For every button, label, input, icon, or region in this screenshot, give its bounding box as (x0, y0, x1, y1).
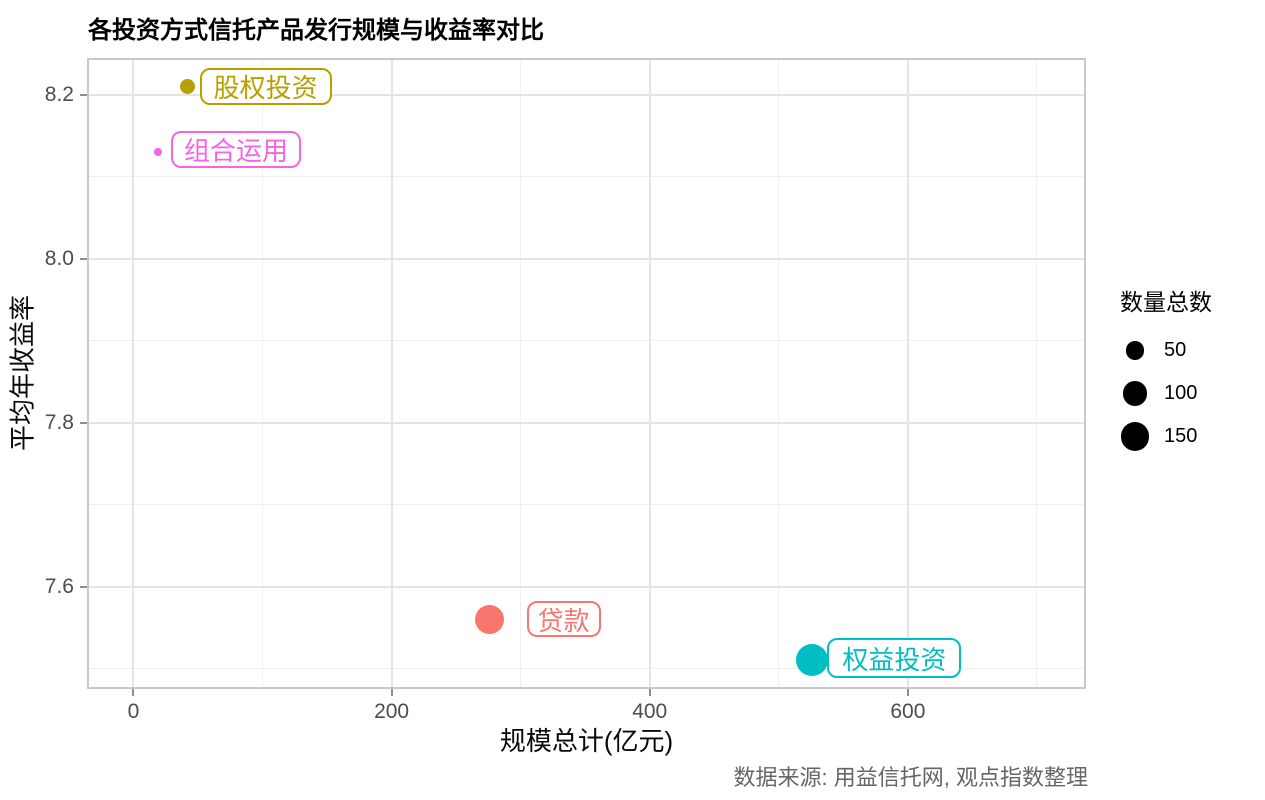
data-point-label-box: 贷款 (526, 601, 601, 638)
y-gridline-major (87, 421, 1086, 424)
x-gridline-major (390, 58, 393, 689)
y-tick-mark (80, 257, 87, 260)
legend-row: 150 (1118, 415, 1212, 458)
y-gridline-major (87, 93, 1086, 96)
data-point-dot (475, 604, 505, 634)
legend-key (1118, 341, 1152, 360)
data-point-label-box: 权益投资 (827, 638, 962, 679)
legend-value-label: 150 (1164, 425, 1198, 447)
y-tick-label: 8.2 (44, 82, 74, 106)
x-axis-title: 规模总计(亿元) (499, 726, 674, 756)
data-point-label-box: 股权投资 (199, 67, 332, 105)
legend-size-circle (1120, 422, 1150, 451)
y-tick-label: 7.6 (44, 574, 74, 598)
x-tick-label: 400 (632, 700, 668, 723)
x-tick-mark (132, 689, 135, 696)
x-tick-mark (906, 689, 909, 696)
y-tick-mark (80, 93, 87, 96)
y-tick-mark (80, 421, 87, 424)
x-gridline-minor (520, 58, 522, 689)
plot-panel: 股权投资组合运用贷款权益投资 (87, 58, 1086, 689)
y-gridline-minor (87, 504, 1086, 506)
x-gridline-minor (778, 58, 780, 689)
data-point-dot (180, 79, 196, 95)
y-gridline-minor (87, 176, 1086, 178)
x-tick-mark (648, 689, 651, 696)
x-gridline-minor (262, 58, 264, 689)
x-gridline-major (648, 58, 651, 689)
y-gridline-major (87, 585, 1086, 588)
legend-size-circle (1122, 381, 1148, 406)
x-tick-mark (390, 689, 393, 696)
x-tick-label: 0 (127, 700, 140, 723)
legend-value-label: 100 (1164, 382, 1198, 404)
data-point-dot (153, 148, 162, 157)
legend-key (1118, 422, 1152, 451)
legend-title: 数量总数 (1120, 289, 1212, 315)
y-tick-label: 8.0 (44, 246, 74, 270)
y-gridline-minor (87, 340, 1086, 342)
legend-size-circle (1125, 341, 1145, 360)
legend-key (1118, 381, 1152, 406)
legend-value-label: 50 (1164, 339, 1187, 361)
data-point-label-box: 组合运用 (170, 131, 301, 169)
y-gridline-minor (87, 668, 1086, 669)
chart-title: 各投资方式信托产品发行规模与收益率对比 (88, 17, 544, 44)
y-tick-label: 7.8 (44, 410, 74, 434)
source-caption: 数据来源: 用益信托网, 观点指数整理 (733, 765, 1088, 790)
legend-items: 50 100 150 (1118, 329, 1212, 458)
x-tick-label: 200 (374, 700, 410, 723)
x-tick-label: 600 (890, 700, 926, 723)
size-legend: 数量总数 50 100 150 (1118, 283, 1212, 458)
y-gridline-major (87, 257, 1086, 260)
legend-row: 50 (1118, 329, 1212, 372)
data-point-dot (796, 644, 829, 677)
y-tick-mark (80, 585, 87, 588)
x-gridline-major (132, 58, 135, 689)
x-gridline-major (906, 58, 909, 689)
x-gridline-minor (1036, 58, 1038, 689)
legend-row: 100 (1118, 372, 1212, 415)
